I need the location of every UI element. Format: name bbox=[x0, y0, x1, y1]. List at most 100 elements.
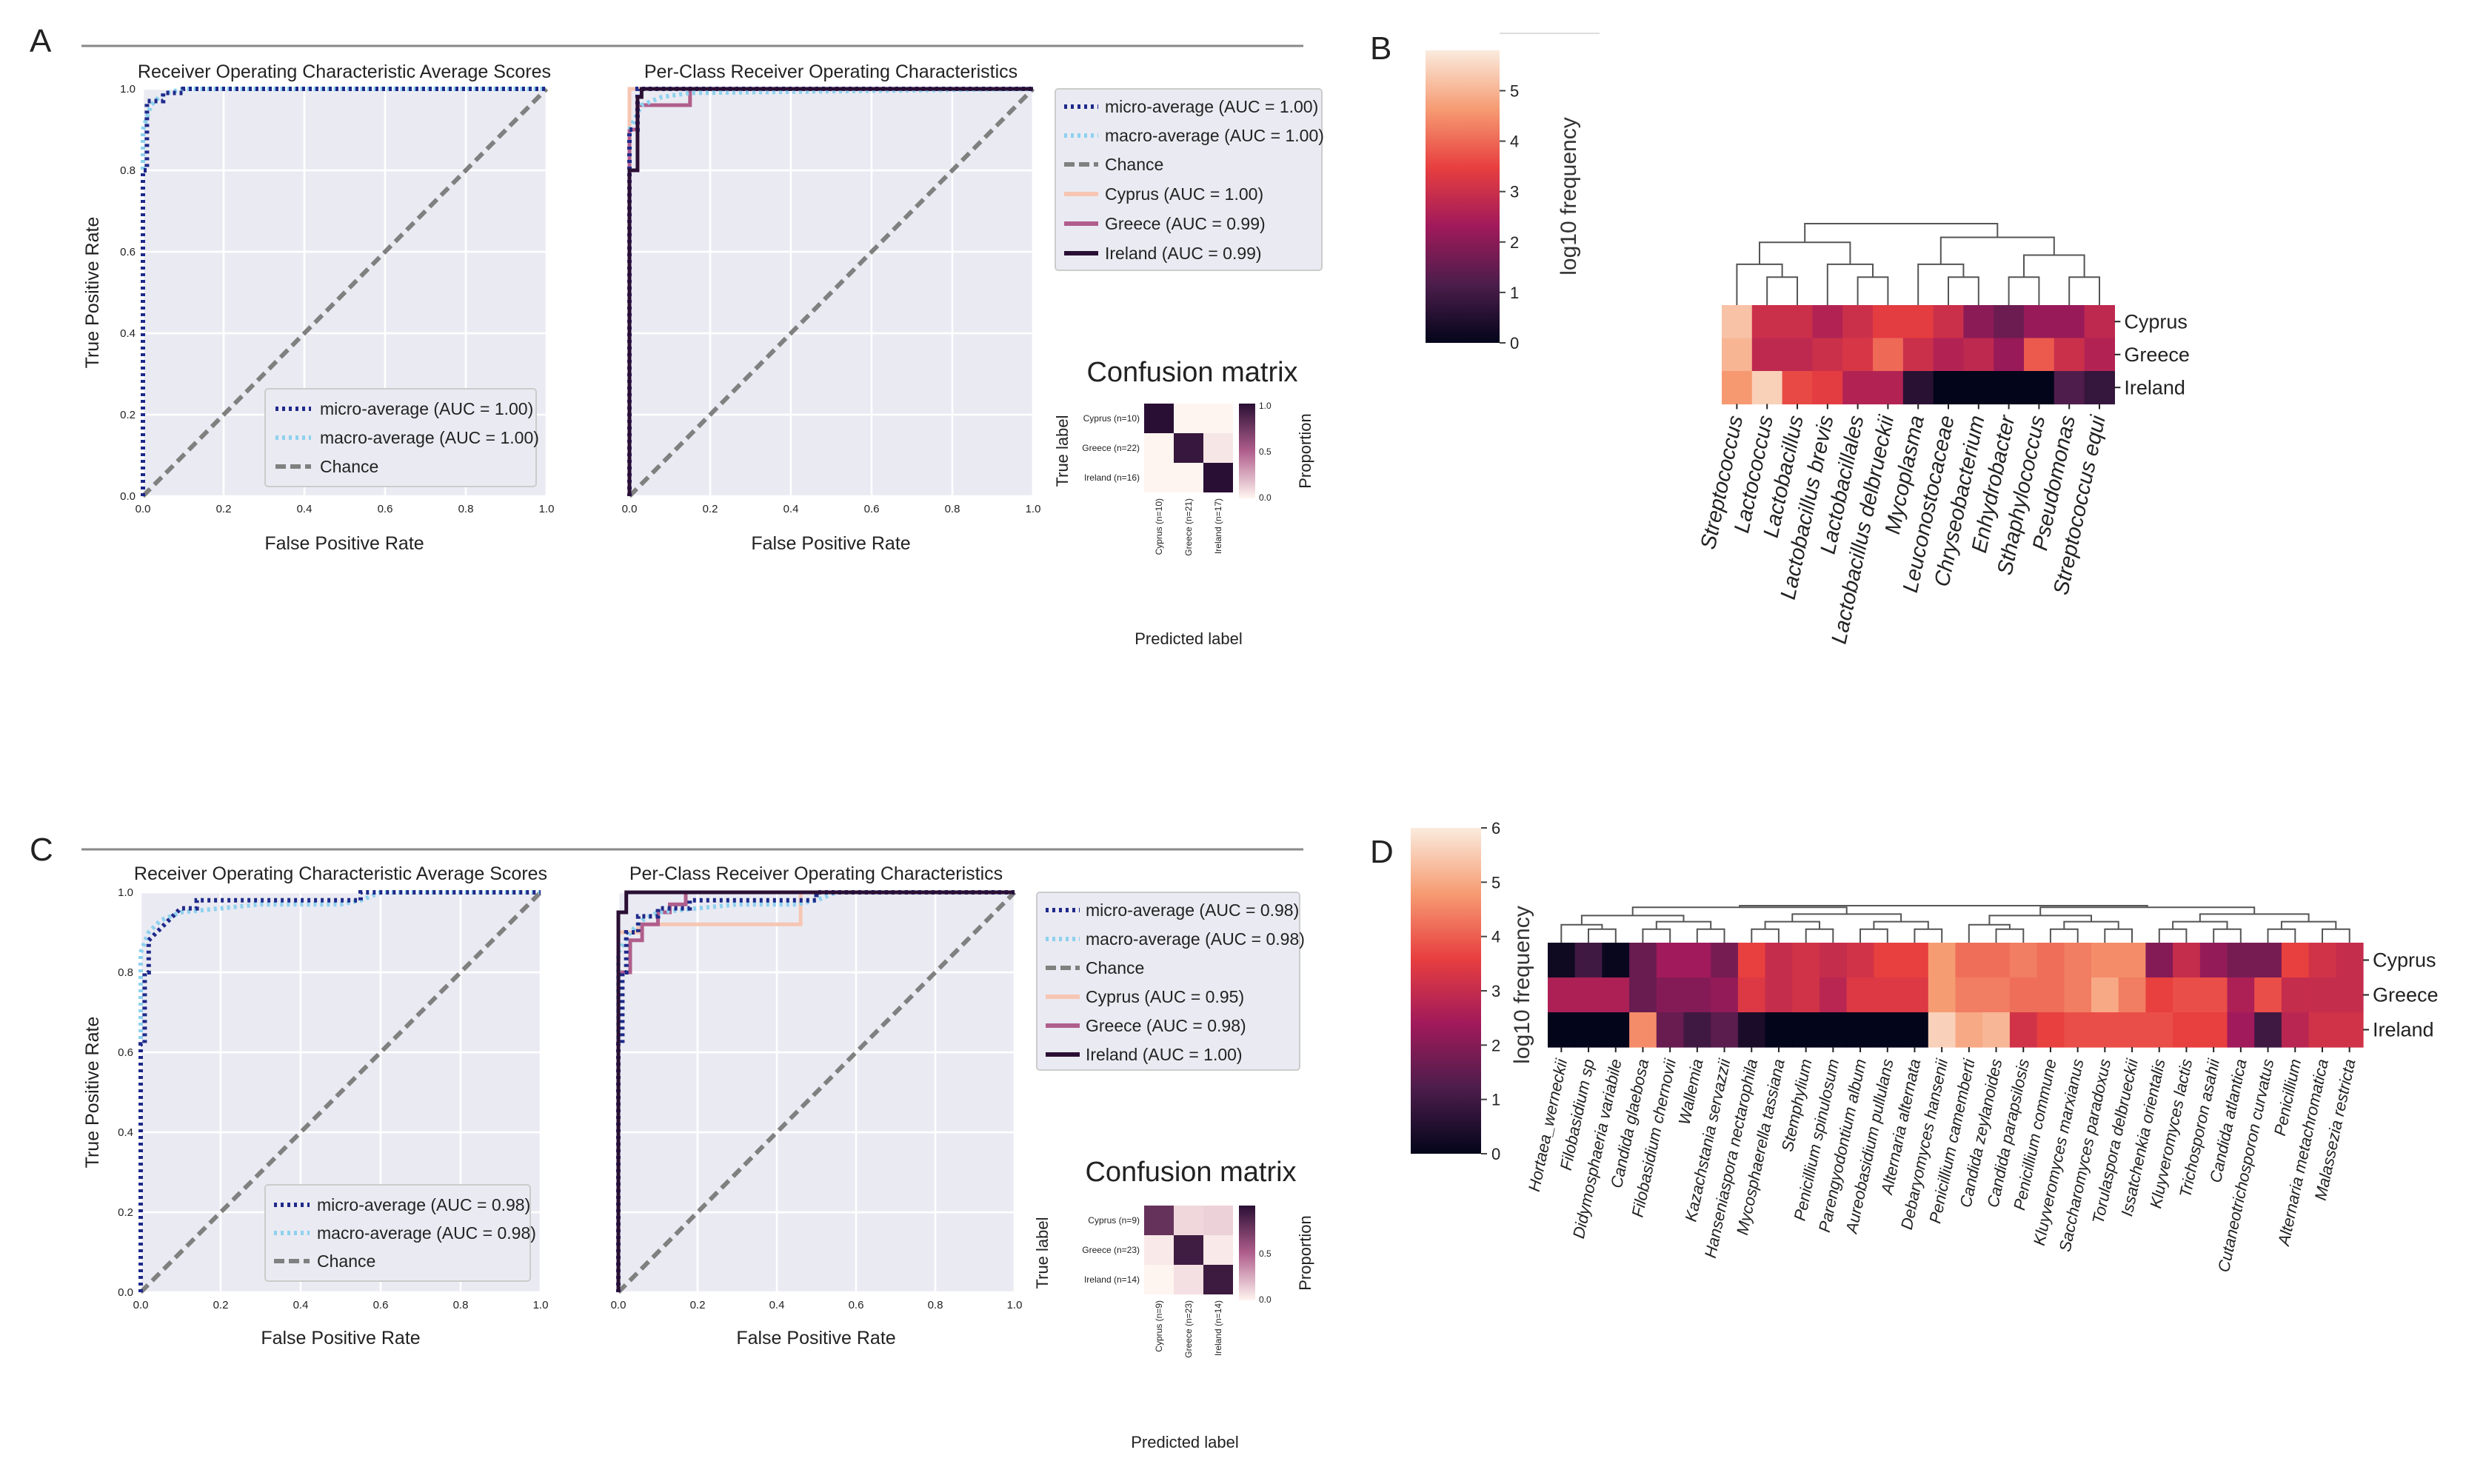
dendrogram-link bbox=[1751, 928, 1780, 943]
legend-chance: Chance bbox=[320, 457, 378, 476]
heat-cell bbox=[2336, 943, 2364, 978]
row-label: Greece bbox=[2124, 344, 2190, 366]
dendrogram-link bbox=[1696, 928, 1725, 943]
legend-micro: micro-average (AUC = 1.00) bbox=[320, 399, 533, 418]
x-axis-label: False Positive Rate bbox=[264, 533, 424, 554]
heat-cell bbox=[2064, 943, 2092, 978]
cbar-label: Proportion bbox=[1296, 413, 1314, 489]
heat-cell bbox=[2036, 943, 2065, 978]
y-tick-label: 0.0 bbox=[118, 1286, 133, 1299]
heat-cell bbox=[1933, 338, 1964, 372]
dendrogram-link bbox=[2280, 920, 2337, 929]
y-tick-label: 0.8 bbox=[120, 164, 136, 177]
heat-cell bbox=[1602, 1012, 1630, 1048]
x-tick-label: 1.0 bbox=[1007, 1299, 1023, 1311]
heat-cell bbox=[1683, 1012, 1711, 1048]
panel-label-b: B bbox=[1370, 30, 1391, 67]
x-tick-label: 0.4 bbox=[783, 503, 799, 515]
cm-row-label: Cyprus (n=10) bbox=[1083, 413, 1140, 424]
heat-cell bbox=[1902, 305, 1934, 339]
heat-cell bbox=[1711, 1012, 1739, 1048]
cbar-tick: 0.5 bbox=[1259, 1249, 1272, 1259]
heat-cell bbox=[1629, 1012, 1657, 1048]
heat-cell bbox=[2118, 943, 2146, 978]
x-tick-label: 0.2 bbox=[703, 503, 718, 515]
roc-curve-macro bbox=[138, 890, 541, 1292]
dendrogram-link bbox=[1826, 263, 1874, 305]
cm-cell bbox=[1203, 1206, 1233, 1235]
heat-cell bbox=[1711, 943, 1739, 978]
dendrogram-link bbox=[1968, 923, 2011, 943]
heatmap-b: 0 1 2 3 4 5 log10 frequency Cyprus Greece Irela… bbox=[1426, 33, 2190, 646]
roc-chart-a-perclass: Per-Class Receiver Operating Characteris… bbox=[622, 61, 1324, 554]
cm-cell bbox=[1203, 404, 1233, 433]
heat-cell bbox=[1629, 977, 1657, 1013]
heat-cell bbox=[2024, 338, 2055, 372]
roc-curve-ireland bbox=[616, 890, 1015, 1292]
heat-cell bbox=[2173, 1012, 2201, 1048]
cbar-tick-label: 3 bbox=[1491, 982, 1500, 1000]
heat-cell bbox=[1963, 338, 1994, 372]
heat-cell bbox=[2054, 338, 2085, 372]
heat-cell bbox=[2091, 977, 2119, 1013]
legend-cyprus: Cyprus (AUC = 1.00) bbox=[1105, 184, 1263, 204]
heat-cell bbox=[2118, 977, 2146, 1013]
confusion-matrix-a: Confusion matrix Cyprus (n=10) Greece (n=… bbox=[1053, 357, 1314, 648]
legend-greece: Greece (AUC = 0.98) bbox=[1086, 1016, 1246, 1035]
heat-cell bbox=[1548, 977, 1576, 1013]
panel-label-a: A bbox=[30, 23, 52, 59]
heat-cell bbox=[2308, 1012, 2336, 1048]
heat-cell bbox=[1820, 1012, 1848, 1048]
dendrogram-link bbox=[1791, 913, 1902, 922]
heat-cell bbox=[2091, 1012, 2119, 1048]
heat-cell bbox=[1874, 1012, 1902, 1048]
dendrogram-link bbox=[1736, 263, 1783, 305]
x-tick-label: 0.2 bbox=[690, 1299, 706, 1311]
roc-curve-greece bbox=[616, 890, 1015, 1292]
cm-cell bbox=[1203, 433, 1233, 463]
heat-cell bbox=[2173, 977, 2201, 1013]
roc-curve-chance bbox=[627, 87, 1035, 498]
cm-ylabel: True label bbox=[1033, 1217, 1052, 1289]
y-tick-label: 0.6 bbox=[118, 1046, 133, 1059]
cbar-tick-label: 5 bbox=[1491, 873, 1500, 892]
cm-row-label: Ireland (n=14) bbox=[1084, 1274, 1140, 1285]
cm-cell bbox=[1174, 404, 1203, 433]
heat-cell bbox=[2084, 305, 2115, 339]
heat-cell bbox=[1751, 371, 1783, 405]
dendrogram-link bbox=[1948, 276, 1979, 305]
cbar-tick-label: 3 bbox=[1510, 183, 1519, 201]
heat-cell bbox=[1963, 305, 1994, 339]
cm-row-label: Cyprus (n=9) bbox=[1088, 1215, 1140, 1226]
heat-cell bbox=[1602, 977, 1630, 1013]
x-tick-label: 1.0 bbox=[1026, 503, 1041, 515]
heat-cell bbox=[1782, 305, 1813, 339]
y-axis-label: True Positive Rate bbox=[82, 217, 103, 369]
cm-title: Confusion matrix bbox=[1085, 1157, 1296, 1188]
heat-cell bbox=[1933, 305, 1964, 339]
y-tick-label: 1.0 bbox=[118, 886, 133, 899]
cm-col-label: Greece (n=23) bbox=[1183, 1300, 1194, 1358]
x-tick-label: 0.0 bbox=[133, 1299, 149, 1311]
heat-cell bbox=[2084, 371, 2115, 405]
confusion-matrix-c: Confusion matrix Cyprus (n=9) Greece (n=2… bbox=[1033, 1157, 1314, 1451]
legend-chance: Chance bbox=[1086, 958, 1144, 977]
dendrogram-link bbox=[2158, 928, 2188, 943]
x-tick-label: 0.8 bbox=[945, 503, 960, 515]
legend-chance: Chance bbox=[317, 1251, 375, 1271]
x-tick-label: 0.0 bbox=[622, 503, 638, 515]
y-axis-label: True Positive Rate bbox=[82, 1017, 103, 1169]
cbar-label: Proportion bbox=[1296, 1215, 1314, 1291]
x-tick-label: 0.6 bbox=[864, 503, 880, 515]
legend-macro: macro-average (AUC = 0.98) bbox=[317, 1223, 536, 1243]
y-tick-label: 0.2 bbox=[120, 409, 136, 421]
heat-cell bbox=[2009, 977, 2038, 1013]
col-label: Hortaea_werneckii bbox=[1525, 1057, 1571, 1194]
dendrogram-link bbox=[1914, 928, 1943, 943]
x-tick-label: 0.4 bbox=[293, 1299, 309, 1311]
heat-cell bbox=[1873, 371, 1904, 405]
heat-cell bbox=[2254, 943, 2282, 978]
heat-cell bbox=[2227, 1012, 2255, 1048]
x-axis-label: False Positive Rate bbox=[751, 533, 910, 554]
